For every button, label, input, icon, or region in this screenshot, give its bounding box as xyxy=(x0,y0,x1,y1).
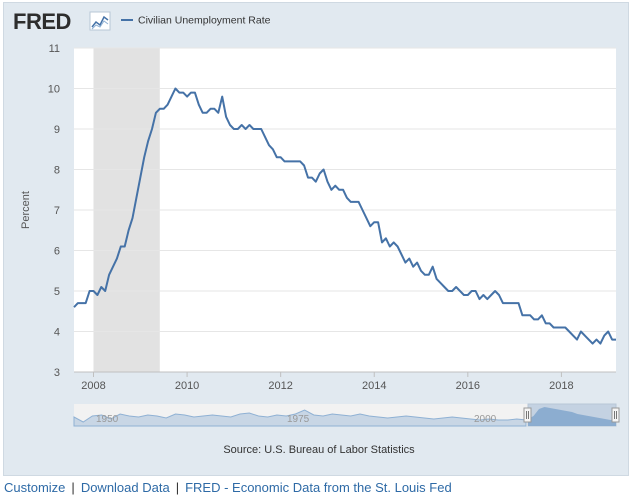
navigator-selection-area xyxy=(528,407,616,426)
y-tick-label: 10 xyxy=(48,84,60,96)
fred-logo[interactable]: FRED xyxy=(13,9,111,34)
x-tick-label: 2018 xyxy=(549,380,573,392)
source-note: Source: U.S. Bureau of Labor Statistics xyxy=(223,444,415,456)
navigator-label-1975: 1975 xyxy=(287,414,310,425)
navigator-handle-left[interactable] xyxy=(523,407,532,423)
navigator-area xyxy=(73,409,527,427)
y-tick-label: 11 xyxy=(49,43,60,55)
x-tick-label: 2014 xyxy=(362,380,386,392)
legend[interactable]: Civilian Unemployment Rate xyxy=(121,15,271,27)
footer-separator: | xyxy=(71,480,75,495)
navigator-handle-right[interactable] xyxy=(611,407,620,423)
y-tick-label: 6 xyxy=(54,246,60,258)
fred-logo-chart-icon xyxy=(89,11,111,31)
navigator[interactable]: 1950 1975 2000 xyxy=(73,403,620,427)
y-tick-label: 3 xyxy=(54,367,60,379)
legend-label: Civilian Unemployment Rate xyxy=(138,15,271,27)
x-tick-label: 2010 xyxy=(175,380,199,392)
y-tick-label: 4 xyxy=(54,327,60,339)
download-data-link[interactable]: Download Data xyxy=(80,480,170,495)
y-tick-label: 8 xyxy=(54,165,60,177)
y-axis-label: Percent xyxy=(20,191,32,229)
x-tick-label: 2012 xyxy=(268,380,292,392)
customize-link[interactable]: Customize xyxy=(4,480,66,495)
y-tick-label: 5 xyxy=(54,286,60,298)
y-axis-tick-labels: 3 4 5 6 7 8 9 10 11 xyxy=(48,43,60,379)
footer-links: Customize | Download Data | FRED - Economic … xyxy=(4,480,452,498)
x-tick-label: 2016 xyxy=(456,380,480,392)
x-axis-ticks xyxy=(92,372,562,377)
series-line-unemployment[interactable] xyxy=(73,87,616,345)
chart: FRED Civilian Unemployment Rate 3 4 5 6 7 8 9 1… xyxy=(13,9,620,456)
x-tick-label: 2008 xyxy=(81,380,105,392)
navigator-label-1950: 1950 xyxy=(96,414,119,425)
navigator-label-2000: 2000 xyxy=(474,414,497,425)
fred-logo-text: FRED xyxy=(13,9,71,34)
y-tick-label: 9 xyxy=(54,124,60,136)
x-axis-tick-labels: 2008 2010 2012 2014 2016 2018 xyxy=(81,380,573,392)
y-tick-label: 7 xyxy=(54,205,60,217)
footer-separator: | xyxy=(175,480,180,495)
fred-home-link[interactable]: FRED - Economic Data from the St. Louis … xyxy=(185,480,452,495)
